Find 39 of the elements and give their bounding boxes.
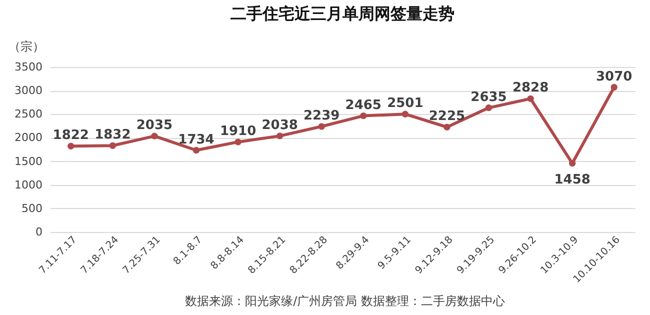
y-tick-label: 2000: [14, 131, 42, 144]
y-tick-label: 3000: [14, 84, 42, 98]
data-label: 1734: [178, 132, 214, 148]
source-note: 数据来源：阳光家缘/广州房管局 数据整理：二手房数据中心: [184, 293, 506, 310]
point: [610, 84, 618, 91]
chart-title: 二手住宅近三月单周网签量走势: [230, 4, 454, 23]
point: [276, 132, 284, 140]
point: [360, 112, 367, 120]
point: [444, 124, 450, 130]
point: [485, 104, 492, 112]
y-axis-title: （宗）: [8, 40, 44, 54]
data-label: 2465: [345, 98, 382, 113]
point: [402, 110, 409, 118]
data-label: 1910: [220, 124, 256, 139]
data-label: 2035: [136, 118, 173, 134]
data-label: 1832: [94, 128, 131, 143]
point: [234, 138, 242, 146]
data-label: 2828: [512, 80, 549, 96]
data-label: 2225: [428, 109, 466, 124]
data-label: 2239: [304, 108, 340, 124]
y-tick-label: 0: [36, 226, 42, 238]
data-label: 1458: [554, 172, 590, 188]
data-label: 2501: [387, 96, 424, 112]
point: [568, 160, 576, 167]
data-label: 3070: [596, 69, 632, 84]
y-tick-label: 1000: [14, 178, 42, 192]
data-label: 2635: [470, 90, 507, 105]
y-tick-label: 3500: [14, 60, 42, 74]
point: [151, 132, 158, 140]
point: [318, 123, 325, 130]
y-tick-label: 2500: [14, 108, 42, 121]
y-tick-label: 500: [22, 202, 42, 215]
data-label: 2038: [262, 118, 298, 133]
data-label: 1822: [52, 128, 89, 144]
point: [68, 142, 74, 150]
point: [192, 146, 200, 154]
point: [109, 142, 116, 149]
point: [527, 95, 534, 102]
y-tick-label: 1500: [14, 154, 42, 168]
